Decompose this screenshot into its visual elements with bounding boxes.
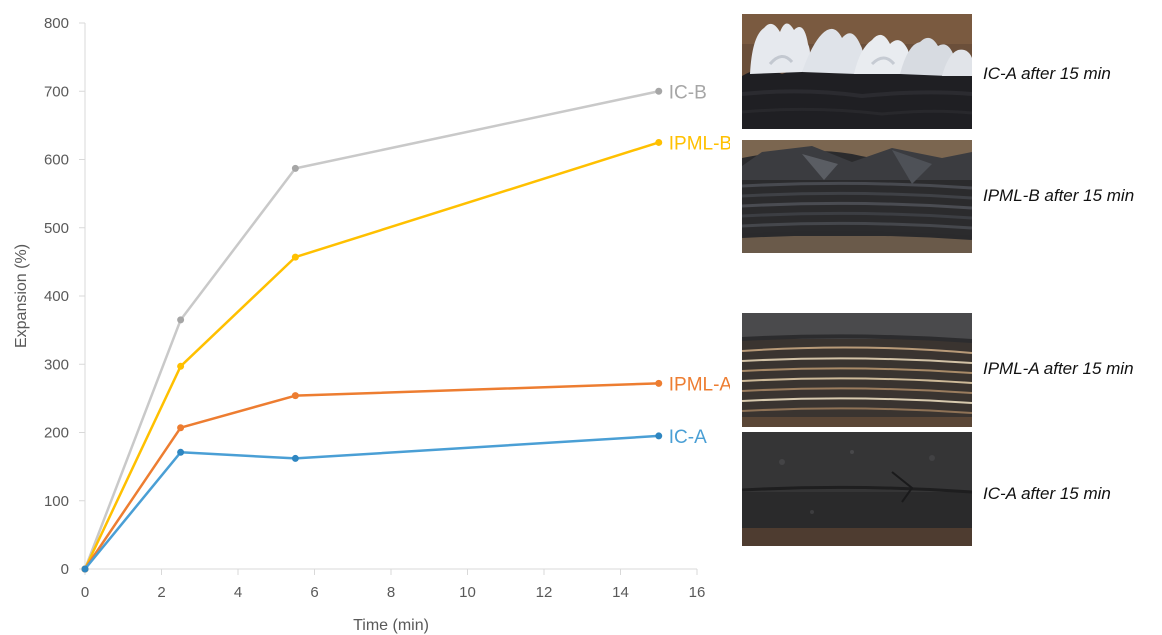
- data-point-ic-a: [655, 432, 663, 440]
- data-point-ipml-b: [177, 362, 185, 370]
- y-tick-label: 800: [44, 15, 69, 32]
- series-label-ic-a: IC-A: [669, 427, 707, 448]
- photo-caption-ic-a-bottom: IC-A after 15 min: [983, 484, 1111, 503]
- photo-caption-ipml-b: IPML-B after 15 min: [983, 186, 1135, 205]
- y-axis-title: Expansion (%): [13, 244, 30, 348]
- x-axis-title: Time (min): [353, 617, 429, 634]
- data-point-ic-b: [291, 164, 299, 172]
- photo-ipml-b: [742, 140, 972, 253]
- data-point-ipml-a: [655, 379, 663, 387]
- y-tick-label: 0: [61, 561, 69, 578]
- series-label-ipml-a: IPML-A: [669, 374, 730, 395]
- data-point-ic-b: [177, 316, 185, 324]
- series-label-ipml-b: IPML-B: [669, 133, 730, 154]
- data-point-ipml-b: [655, 138, 663, 146]
- y-tick-label: 300: [44, 356, 69, 373]
- photo-ic-a-top: [742, 14, 972, 129]
- y-tick-label: 500: [44, 220, 69, 237]
- photo-caption-ipml-a: IPML-A after 15 min: [983, 359, 1134, 378]
- y-tick-label: 100: [44, 493, 69, 510]
- y-tick-label: 600: [44, 152, 69, 169]
- data-point-ic-b: [655, 87, 663, 95]
- x-tick-label: 14: [612, 584, 629, 601]
- series-label-ic-b: IC-B: [669, 82, 707, 103]
- data-point-ic-a: [291, 454, 299, 462]
- expansion-chart: 0 100 200 300 400 500 600 700 800 0 2 4 6 8 10 12 14 16 Ti…: [13, 15, 730, 634]
- x-tick-label: 16: [689, 584, 706, 601]
- series-line-ipml-a: [83, 382, 659, 570]
- y-tick-label: 200: [44, 425, 69, 442]
- data-point-ic-a: [81, 565, 89, 573]
- x-tick-label: 12: [536, 584, 553, 601]
- x-tick-label: 10: [459, 584, 476, 601]
- x-tick-label: 4: [234, 584, 242, 601]
- photo-caption-ic-a-top: IC-A after 15 min: [983, 64, 1111, 83]
- x-tick-label: 0: [81, 584, 89, 601]
- data-point-ipml-a: [291, 392, 299, 400]
- series-line-ipml-b: [83, 141, 660, 570]
- series-line-ic-a: [84, 434, 659, 570]
- photo-ic-a-bottom: [742, 432, 972, 546]
- y-tick-label: 400: [44, 288, 69, 305]
- data-point-ipml-a: [177, 424, 185, 432]
- x-tick-label: 6: [310, 584, 318, 601]
- data-point-ic-a: [177, 448, 185, 456]
- series-line-ic-b: [83, 90, 660, 570]
- x-tick-label: 2: [157, 584, 165, 601]
- x-tick-label: 8: [387, 584, 395, 601]
- photo-ipml-a: [742, 313, 972, 427]
- y-tick-label: 700: [44, 83, 69, 100]
- data-point-ipml-b: [291, 253, 299, 261]
